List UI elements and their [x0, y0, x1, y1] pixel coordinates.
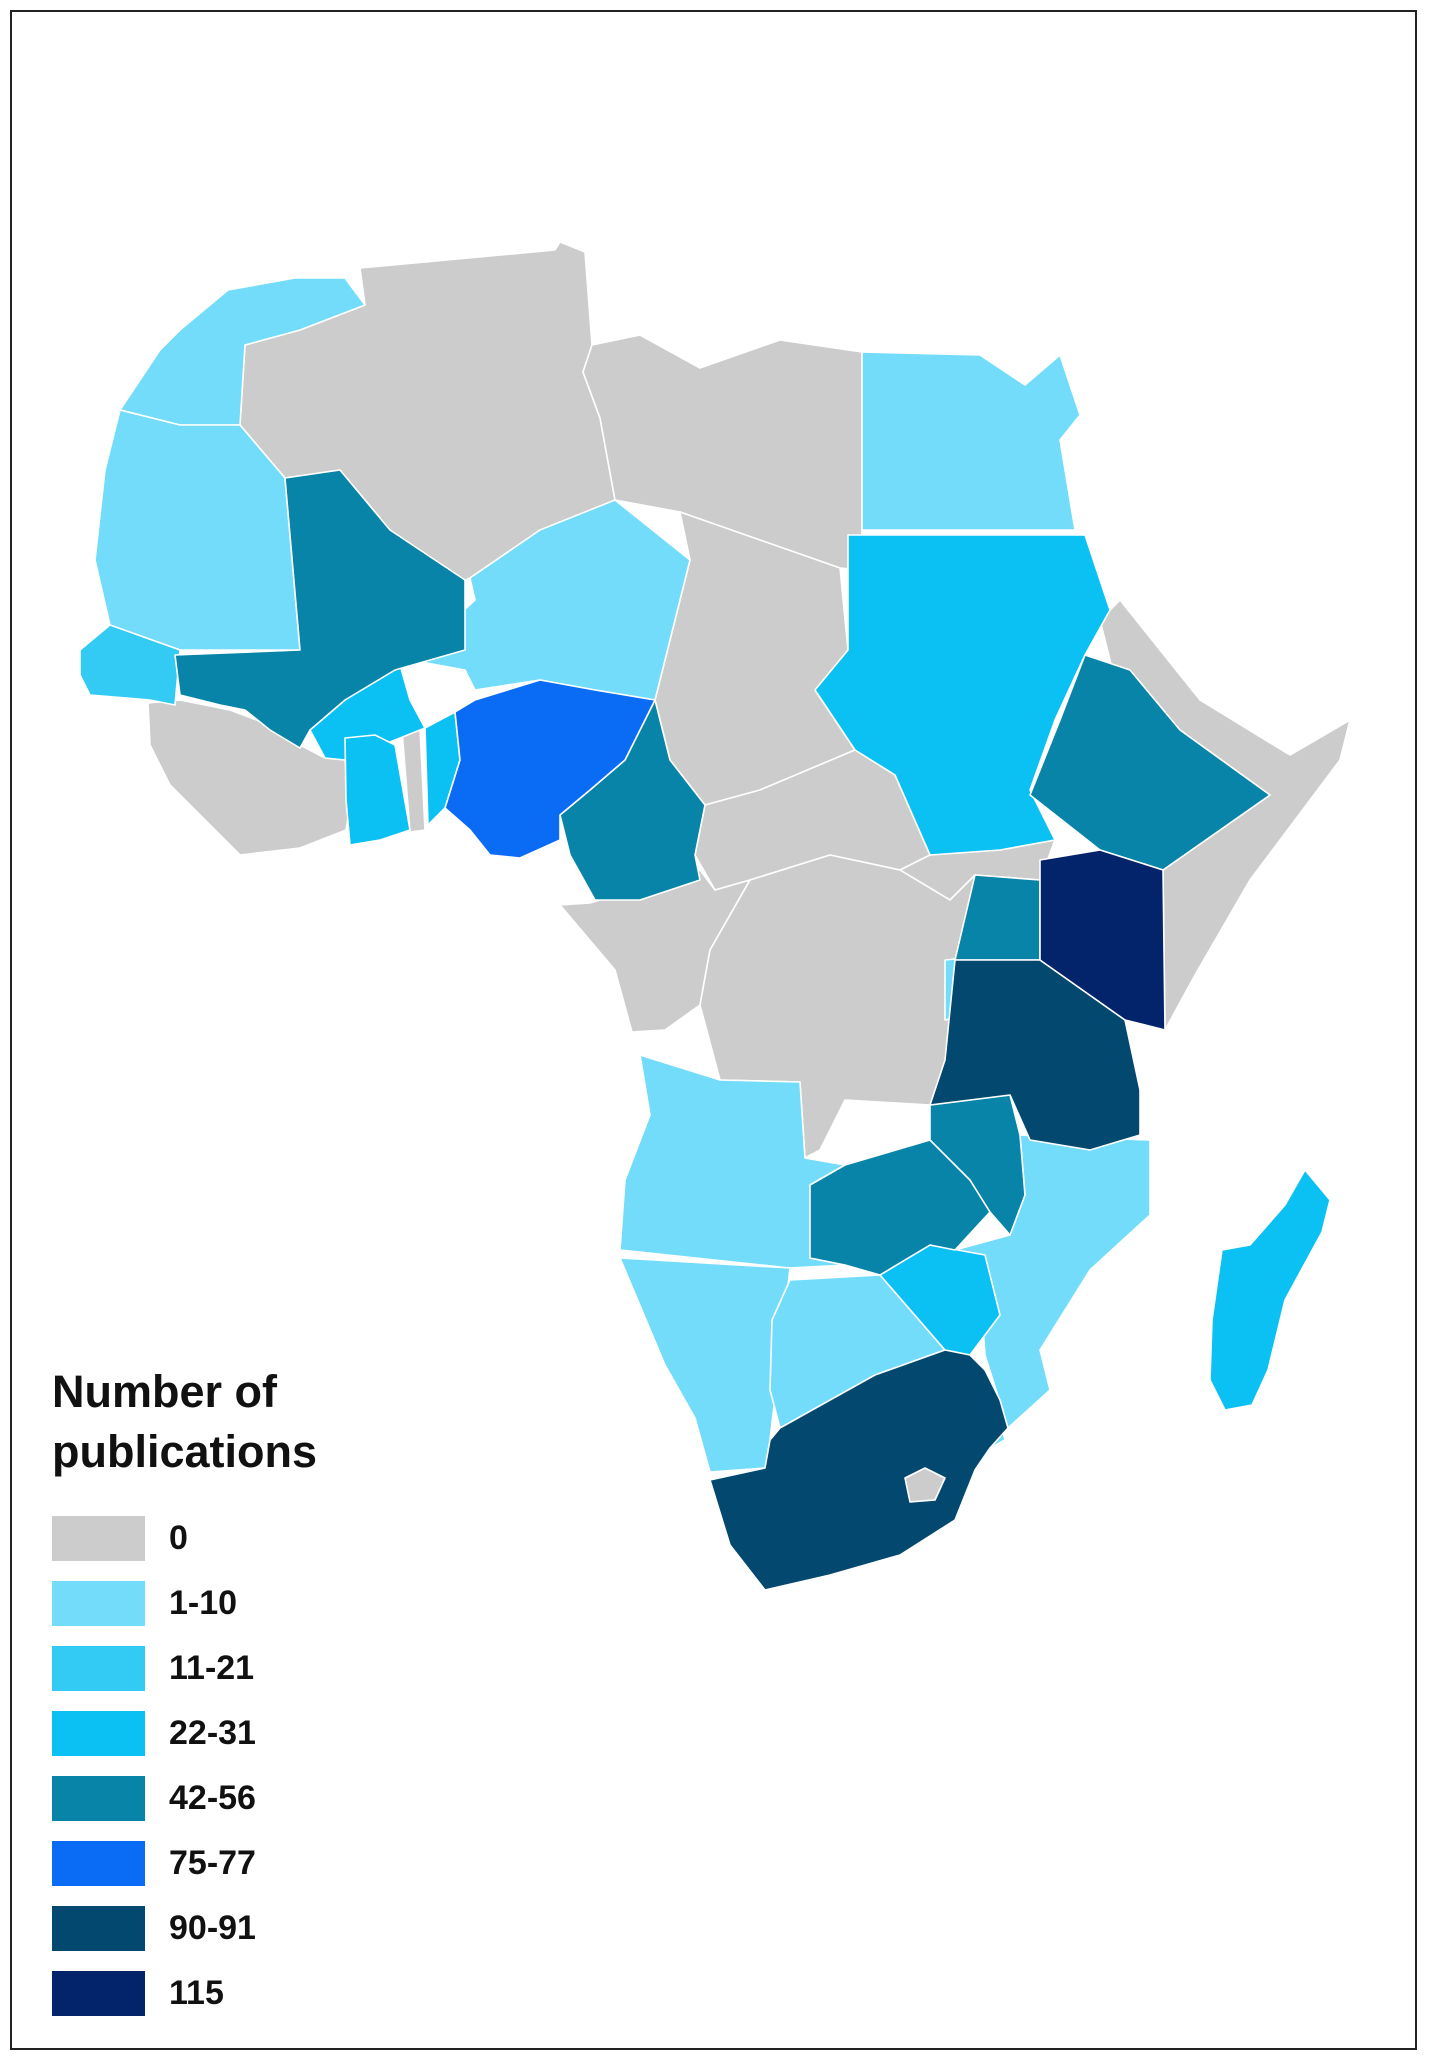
legend-swatch — [52, 1581, 145, 1626]
region-south-africa — [709, 1349, 1009, 1591]
region-mali — [174, 469, 466, 749]
region-mauritania-western — [94, 409, 301, 651]
legend-swatch — [52, 1516, 145, 1561]
legend-label: 75-77 — [169, 1844, 256, 1882]
legend-label: 42-56 — [169, 1779, 256, 1817]
legend-item: 1-10 — [52, 1571, 472, 1636]
legend-item: 42-56 — [52, 1766, 472, 1831]
legend-item: 11-21 — [52, 1636, 472, 1701]
legend-title: Number of publications — [52, 1366, 318, 1477]
region-ghana — [344, 734, 411, 846]
legend-swatch — [52, 1711, 145, 1756]
legend-swatch — [52, 1776, 145, 1821]
region-madagascar — [1209, 1169, 1331, 1411]
region-egypt — [861, 351, 1081, 531]
legend-label: 22-31 — [169, 1714, 256, 1752]
region-namibia — [619, 1257, 791, 1473]
map-frame — [10, 10, 1417, 2050]
region-malawi — [929, 1094, 1026, 1236]
legend-item: 115 — [52, 1961, 472, 2026]
region-nigeria — [444, 679, 656, 859]
region-sudan — [814, 534, 1111, 856]
legend-swatch — [52, 1971, 145, 2016]
legend-label: 1-10 — [169, 1584, 238, 1622]
legend-item: 75-77 — [52, 1831, 472, 1896]
legend-swatch — [52, 1841, 145, 1886]
legend-label: 115 — [169, 1974, 224, 2012]
legend-item: 22-31 — [52, 1701, 472, 1766]
region-kenya — [1039, 849, 1166, 1031]
legend-item: 90-91 — [52, 1896, 472, 1961]
legend-item: 0 — [52, 1506, 472, 1571]
legend-rows: 0 1-10 11-21 22-31 42-56 75-77 90-91 115 — [52, 1506, 472, 2026]
map-legend: Number of publications 0 1-10 11-21 22-31 42… — [52, 1362, 472, 2026]
legend-swatch — [52, 1646, 145, 1691]
legend-swatch — [52, 1906, 145, 1951]
legend-label: 90-91 — [169, 1909, 256, 1947]
legend-label: 0 — [169, 1519, 188, 1557]
legend-label: 11-21 — [169, 1649, 255, 1687]
region-senegal — [79, 624, 181, 706]
